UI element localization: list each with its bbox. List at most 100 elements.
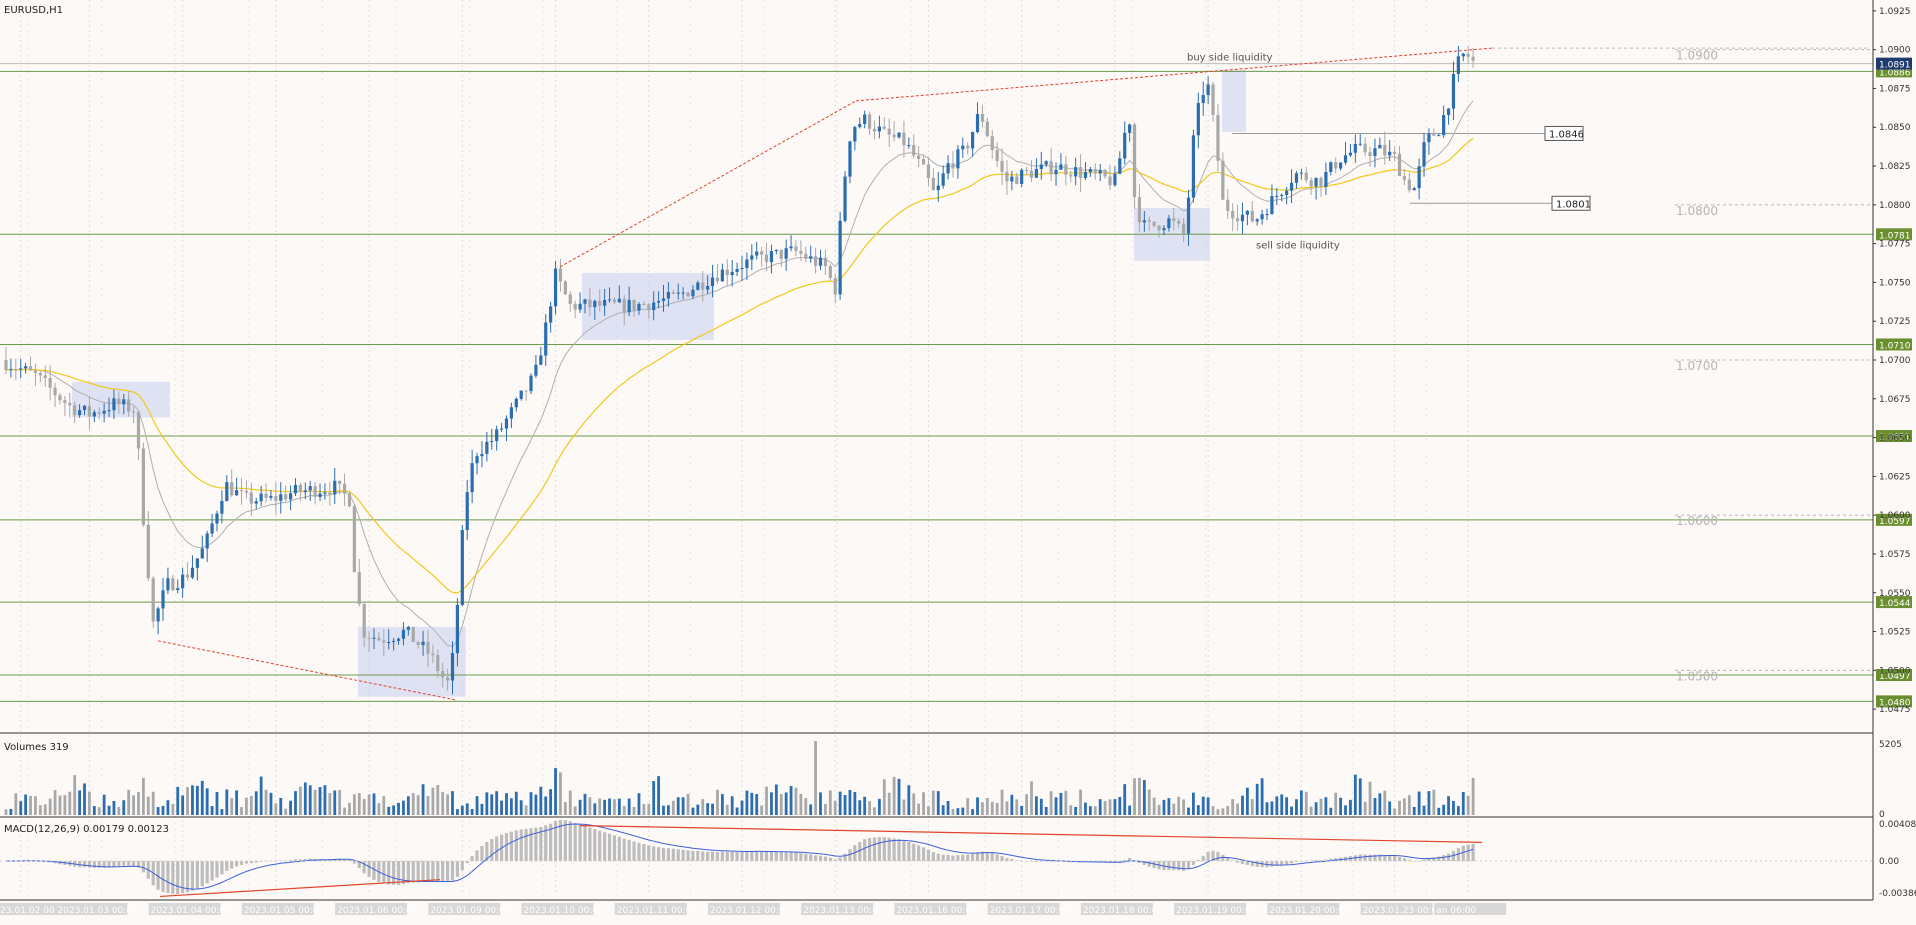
time-label-bg [148,903,221,915]
candle-body [185,574,190,578]
volume-bar [34,796,37,815]
candle-body [97,412,101,414]
macd-histogram-bar [710,851,715,862]
level-price-tag [1876,513,1912,526]
volume-bar [1447,796,1450,815]
macd-histogram-bar [652,846,656,862]
candle-body [53,387,57,396]
volume-bar [1049,791,1053,815]
volume-bar [1383,790,1387,815]
volume-bar [1142,780,1146,815]
macd-histogram-bar [553,821,558,862]
macd-histogram-bar [995,854,999,862]
volume-bar [382,796,386,815]
candle-body [1142,220,1146,223]
volume-bar [1035,796,1038,815]
time-label-bg [0,903,59,915]
level-price-label: 1.0886 [1879,68,1911,78]
candle-body [887,128,891,135]
level-price-tag [1876,338,1912,351]
macd-histogram-bar [720,851,724,862]
volume-bar [1324,797,1328,815]
candle-body [637,304,641,311]
volume-bar [519,800,523,815]
candle-body [671,292,675,294]
macd-histogram-bar [1206,852,1210,862]
volume-bar [1162,799,1166,815]
candle-body [156,608,160,622]
macd-histogram-bar [755,851,759,862]
candle-body [1299,172,1303,174]
volume-bar [156,807,160,815]
macd-histogram-bar [495,836,499,862]
time-label: 2023.01.13 00:00 [803,906,884,916]
volume-bar [191,785,194,815]
volume-bar [112,800,116,815]
candle-body [745,259,749,269]
macd-histogram-bar [1432,857,1436,862]
macd-histogram-bar [485,841,489,862]
volume-bar [38,805,42,815]
candle-body [421,641,425,646]
candle-body [470,463,474,493]
candle-body [509,407,513,419]
volume-bar [338,790,342,815]
time-label-bg [55,903,128,915]
candle-body [490,441,494,443]
macd-histogram-bar [401,861,406,885]
macd-histogram-bar [181,861,185,894]
volume-bar [161,805,165,815]
candle-body [1024,169,1029,171]
macd-histogram-bar [1221,854,1225,862]
volume-bar [313,789,317,815]
volume-bar [323,785,327,815]
volume-bar [1123,784,1127,815]
volume-bar [637,793,641,815]
volume-bar [613,799,616,815]
price-tick-label: 1.0475 [1879,705,1911,715]
candle-body [1182,223,1186,234]
macd-histogram-bar [220,861,224,875]
macd-histogram-bar [171,861,175,894]
macd-histogram-bar [872,837,877,862]
candle-body [102,410,106,414]
volume-bar [1088,806,1092,815]
volume-bar [774,784,778,815]
volume-bar [1177,796,1181,815]
candle-body [279,494,283,501]
candle-body [1118,158,1122,174]
candle-body [1147,220,1151,222]
macd-histogram-bar [460,861,464,871]
candle-body [333,480,337,495]
candle-body [107,410,111,412]
volume-bar [352,794,356,815]
candle-body [181,574,185,589]
volume-bar [779,794,783,815]
volume-axis-min: 0 [1879,810,1885,820]
candle-body [1005,171,1009,182]
macd-histogram-bar [1000,856,1004,862]
macd-histogram-bar [509,831,513,862]
volume-bar [333,790,337,815]
macd-histogram-bar [990,852,994,862]
macd-histogram-bar [249,861,253,864]
candle-body [1456,56,1460,74]
macd-histogram-bar [362,861,366,874]
price-tick-label: 1.0900 [1879,46,1911,56]
volume-bar [1407,795,1411,815]
macd-histogram-bar [1456,848,1460,862]
volume-bar [127,789,131,815]
candle-body [1427,133,1431,143]
candle-body [1113,173,1117,186]
volume-bar [1216,809,1220,815]
candle-body [195,558,199,568]
candle-body [1461,53,1465,57]
volume-bar [897,778,901,815]
level-price-label: 1.0597 [1879,517,1911,527]
macd-histogram-bar [882,837,886,862]
candle-body [553,268,558,307]
volume-bar [745,790,749,815]
volume-bar [1422,805,1426,815]
